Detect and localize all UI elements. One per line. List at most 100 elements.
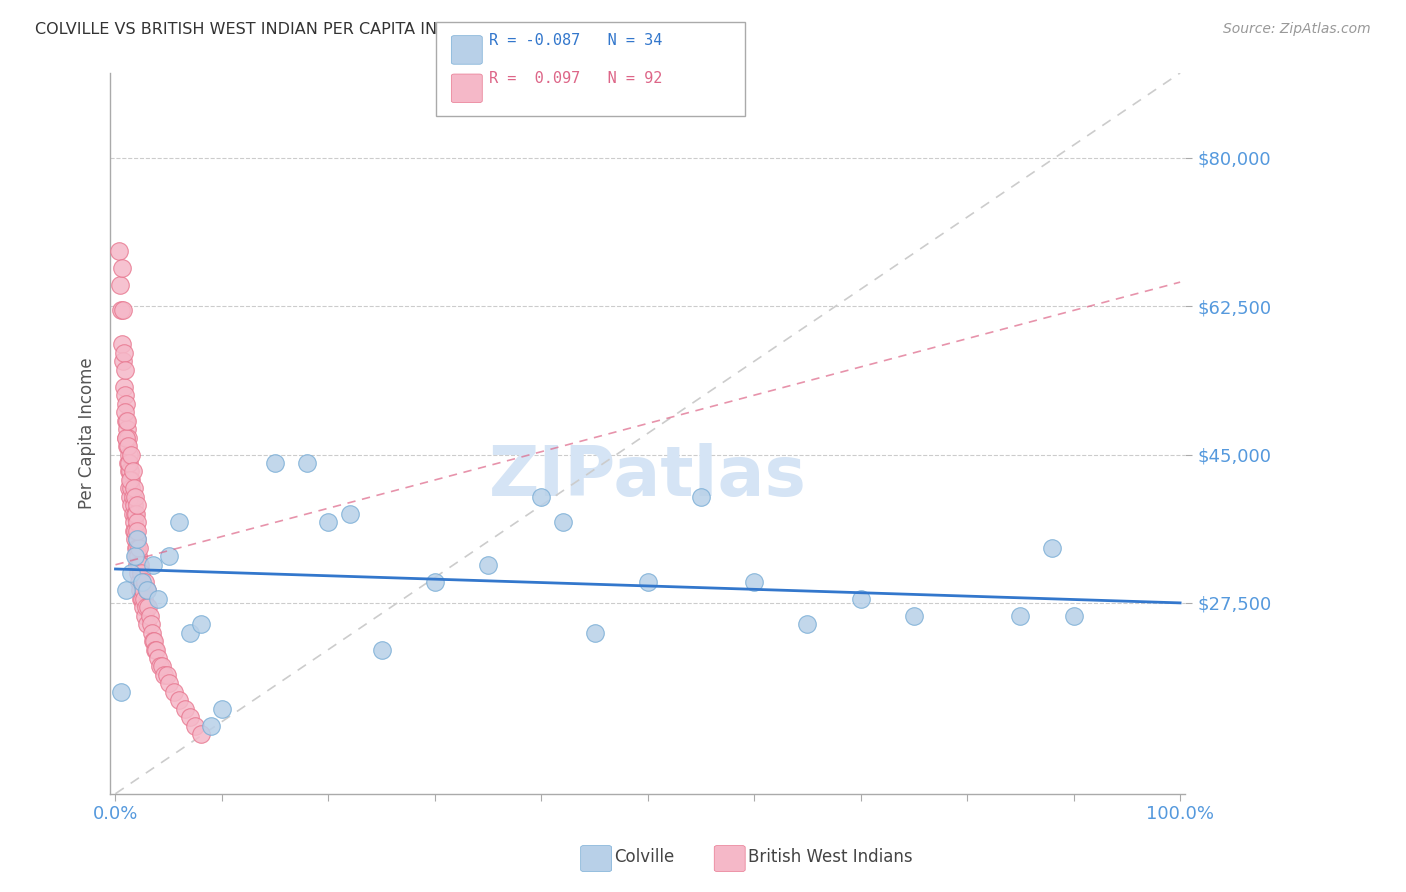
Point bbox=[111, 303, 134, 318]
Point bbox=[146, 591, 169, 606]
Point bbox=[114, 388, 136, 402]
Point bbox=[121, 507, 143, 521]
Text: R = -0.087   N = 34: R = -0.087 N = 34 bbox=[489, 33, 662, 48]
Point bbox=[127, 549, 149, 564]
Point bbox=[134, 574, 156, 589]
Point bbox=[115, 431, 138, 445]
Text: R =  0.097   N = 92: R = 0.097 N = 92 bbox=[489, 71, 662, 87]
Point bbox=[125, 533, 148, 547]
Point bbox=[128, 541, 150, 555]
Point bbox=[120, 473, 142, 487]
Point bbox=[128, 558, 150, 572]
Point bbox=[115, 422, 138, 436]
Point bbox=[136, 583, 159, 598]
Point bbox=[132, 583, 155, 598]
Point bbox=[173, 702, 195, 716]
Point bbox=[131, 574, 153, 589]
Point bbox=[150, 659, 173, 673]
Point bbox=[122, 516, 145, 530]
Point bbox=[163, 685, 186, 699]
Point bbox=[120, 490, 142, 504]
Point bbox=[111, 354, 134, 368]
Point bbox=[339, 507, 361, 521]
Point bbox=[169, 516, 191, 530]
Point bbox=[138, 600, 160, 615]
Point bbox=[112, 345, 135, 359]
Point bbox=[108, 277, 131, 292]
Point bbox=[155, 668, 177, 682]
Point bbox=[120, 473, 142, 487]
Point bbox=[190, 617, 212, 632]
Point bbox=[118, 465, 141, 479]
Point bbox=[125, 558, 148, 572]
Point bbox=[145, 642, 167, 657]
Point bbox=[264, 456, 287, 470]
Point bbox=[583, 625, 606, 640]
Point bbox=[114, 363, 136, 377]
Point bbox=[124, 549, 146, 564]
Point bbox=[149, 659, 172, 673]
Point bbox=[143, 642, 166, 657]
Point bbox=[110, 303, 132, 318]
Point bbox=[114, 405, 136, 419]
Point bbox=[127, 566, 149, 581]
Point bbox=[122, 524, 145, 538]
Point bbox=[169, 693, 191, 707]
Point bbox=[120, 499, 142, 513]
Point bbox=[121, 490, 143, 504]
Point bbox=[423, 574, 446, 589]
Text: ZIPatlas: ZIPatlas bbox=[489, 443, 807, 510]
Point bbox=[136, 617, 159, 632]
Point bbox=[125, 541, 148, 555]
Point bbox=[112, 380, 135, 394]
Point bbox=[129, 566, 152, 581]
Point bbox=[142, 634, 165, 648]
Point bbox=[1010, 608, 1032, 623]
Point bbox=[1040, 541, 1063, 555]
Point bbox=[121, 465, 143, 479]
Point bbox=[134, 591, 156, 606]
Point bbox=[637, 574, 659, 589]
Point bbox=[120, 566, 142, 581]
Point bbox=[796, 617, 818, 632]
Text: COLVILLE VS BRITISH WEST INDIAN PER CAPITA INCOME CORRELATION CHART: COLVILLE VS BRITISH WEST INDIAN PER CAPI… bbox=[35, 22, 664, 37]
Point bbox=[903, 608, 925, 623]
Point bbox=[117, 456, 139, 470]
Point bbox=[211, 702, 233, 716]
Point bbox=[134, 608, 156, 623]
Point bbox=[120, 482, 142, 496]
Point bbox=[122, 499, 145, 513]
Point bbox=[141, 625, 163, 640]
Point bbox=[120, 465, 142, 479]
Point bbox=[125, 549, 148, 564]
Point bbox=[131, 591, 153, 606]
Y-axis label: Per Capita Income: Per Capita Income bbox=[79, 358, 96, 509]
Point bbox=[124, 524, 146, 538]
Point bbox=[118, 482, 141, 496]
Point bbox=[115, 431, 138, 445]
Point bbox=[190, 727, 212, 741]
Point bbox=[110, 685, 132, 699]
Point bbox=[153, 668, 176, 682]
Point bbox=[111, 337, 134, 351]
Point bbox=[124, 533, 146, 547]
Point bbox=[118, 456, 141, 470]
Text: British West Indians: British West Indians bbox=[748, 848, 912, 866]
Point bbox=[120, 448, 142, 462]
Point bbox=[138, 608, 160, 623]
Point bbox=[179, 625, 201, 640]
Point bbox=[124, 490, 146, 504]
Point bbox=[690, 490, 713, 504]
Point bbox=[530, 490, 553, 504]
Point bbox=[125, 524, 148, 538]
Point bbox=[136, 583, 159, 598]
Point bbox=[1063, 608, 1085, 623]
Point bbox=[125, 541, 148, 555]
Point bbox=[107, 244, 129, 258]
Point bbox=[157, 549, 180, 564]
Point bbox=[179, 710, 201, 724]
Point bbox=[131, 574, 153, 589]
Point bbox=[551, 516, 574, 530]
Point bbox=[117, 431, 139, 445]
Point bbox=[115, 439, 138, 453]
